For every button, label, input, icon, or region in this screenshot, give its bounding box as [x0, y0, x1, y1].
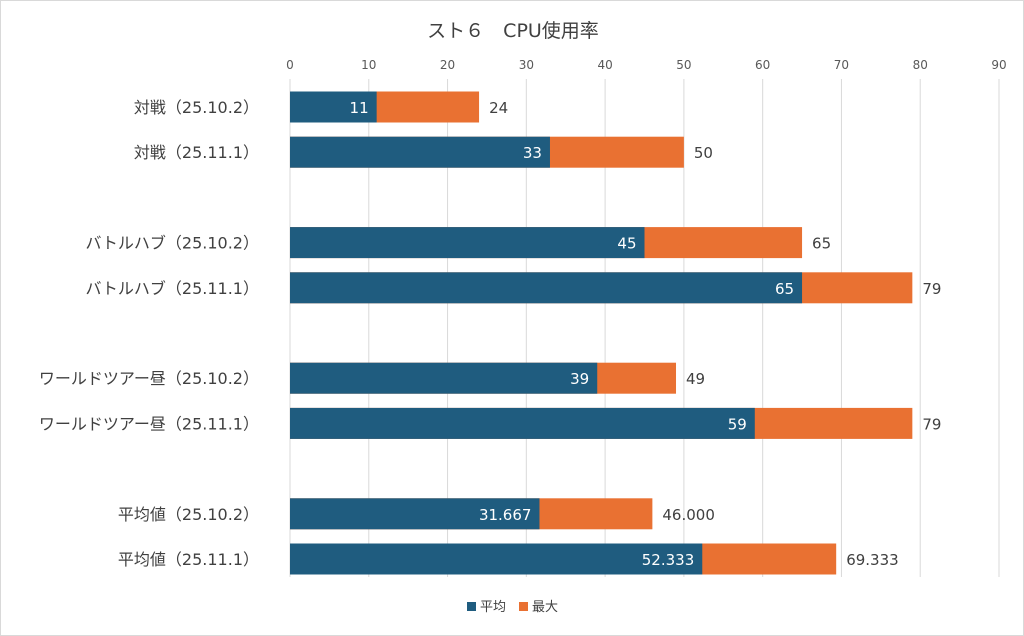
- data-label-average: 33: [523, 144, 542, 162]
- category-label: 平均値（25.10.2）: [118, 505, 259, 524]
- x-tick-label: 10: [361, 58, 376, 72]
- x-axis-ticks: 0 10 20 30 40 50 60 70 80 90: [286, 58, 1006, 72]
- legend-label-max: 最大: [532, 600, 558, 615]
- bar-average: [290, 227, 645, 259]
- data-label-average: 31.667: [479, 506, 532, 524]
- bar-average: [290, 136, 550, 168]
- category-label: ワールドツアー昼（25.11.1）: [39, 414, 259, 433]
- bars: [290, 91, 913, 575]
- bar-average: [290, 91, 377, 123]
- data-label-average: 52.333: [642, 551, 695, 569]
- data-label-max: 79: [922, 280, 941, 298]
- bar-average: [290, 362, 598, 394]
- data-label-average: 11: [350, 99, 369, 117]
- data-label-average: 39: [570, 370, 589, 388]
- data-label-average: 45: [617, 235, 636, 253]
- data-label-max: 79: [922, 415, 941, 433]
- data-label-average: 65: [775, 280, 794, 298]
- x-tick-label: 70: [834, 58, 849, 72]
- category-label: 対戦（25.10.2）: [134, 98, 259, 117]
- category-label: バトルハブ（25.11.1）: [85, 279, 259, 298]
- legend: 平均 最大: [467, 600, 558, 615]
- data-label-max: 65: [812, 235, 831, 253]
- legend-swatch-average: [467, 602, 476, 611]
- data-label-average: 59: [728, 415, 747, 433]
- category-label: バトルハブ（25.10.2）: [85, 234, 259, 253]
- data-labels: 11 24 33 50 45 65 65 79 39 49 59 79 31.667 46.000 52.3…: [350, 99, 942, 569]
- bar-average: [290, 543, 703, 575]
- data-label-max: 46.000: [662, 506, 715, 524]
- chart-title: スト６ CPU使用率: [427, 20, 599, 42]
- x-tick-label: 0: [286, 58, 294, 72]
- data-label-max: 50: [694, 144, 713, 162]
- x-tick-label: 40: [597, 58, 612, 72]
- bar-average: [290, 407, 755, 439]
- data-label-max: 49: [686, 370, 705, 388]
- category-labels: 対戦（25.10.2） 対戦（25.11.1） バトルハブ（25.10.2） バトルハ…: [39, 98, 259, 569]
- x-tick-label: 30: [519, 58, 534, 72]
- x-tick-label: 50: [676, 58, 691, 72]
- data-label-max: 24: [489, 99, 508, 117]
- x-tick-label: 20: [440, 58, 455, 72]
- legend-swatch-max: [519, 602, 528, 611]
- category-label: 平均値（25.11.1）: [118, 550, 259, 569]
- data-label-max: 69.333: [846, 551, 899, 569]
- category-label: ワールドツアー昼（25.10.2）: [39, 369, 259, 388]
- x-tick-label: 60: [755, 58, 770, 72]
- category-label: 対戦（25.11.1）: [134, 143, 259, 162]
- bar-average: [290, 498, 540, 530]
- x-tick-label: 90: [991, 58, 1006, 72]
- bar-average: [290, 272, 803, 304]
- legend-label-average: 平均: [480, 600, 506, 615]
- x-tick-label: 80: [913, 58, 928, 72]
